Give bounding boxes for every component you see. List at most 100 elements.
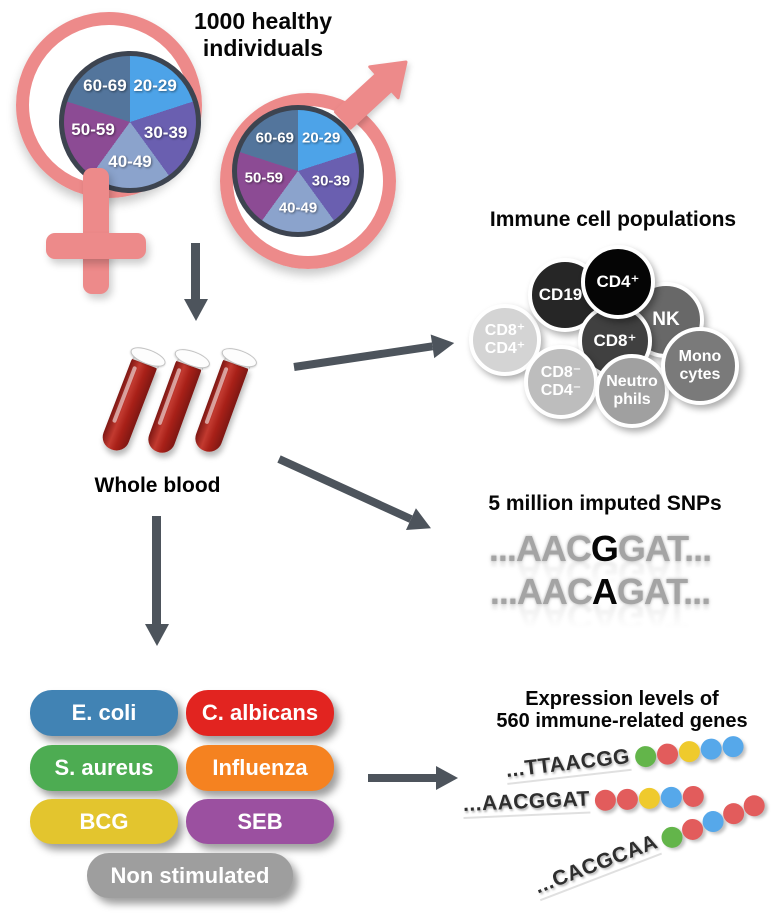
- arrow-head: [184, 299, 208, 321]
- gene-sequence-text: ...CACGCAA: [531, 830, 662, 902]
- age-label-60-69: 60-69: [83, 76, 127, 96]
- cell-label-line1: Mono: [678, 348, 722, 365]
- stimulus-label: Influenza: [212, 755, 308, 780]
- arrow-blood-to-cells-icon: [292, 330, 456, 380]
- gene-sequence-text: ...AACGGAT: [462, 787, 591, 819]
- cohort-title: 1000 healthy individuals: [163, 8, 363, 62]
- expression-dot: [660, 785, 683, 808]
- arrow-blood-to-stimuli-icon: [144, 516, 170, 646]
- stimulus-bcg: BCG: [30, 799, 178, 844]
- snp-sequence-alternate: ...AACAGAT... ...AACAGAT...: [440, 571, 760, 637]
- gene-row-2: ...AACGGAT: [462, 782, 705, 819]
- sequence-prefix-dots: ...: [489, 571, 518, 612]
- stimulus-label: SEB: [237, 808, 283, 834]
- whole-blood-label: Whole blood: [94, 474, 221, 497]
- cell-label-line2: CD4⁻: [540, 382, 582, 399]
- arrow-blood-to-snps-icon: [274, 447, 437, 540]
- stimulus-label: S. aureus: [54, 755, 154, 780]
- cell-cd4pos: CD4⁺: [581, 245, 655, 319]
- immune-populations-title: Immune cell populations: [489, 208, 737, 231]
- snp-variant-letter: A: [591, 571, 618, 612]
- expression-dot: [655, 742, 679, 766]
- cell-label-line2: phils: [613, 391, 651, 408]
- snp-sequence-text: ...AACGGAT...: [440, 528, 760, 570]
- cell-label-line1: CD4⁺: [596, 272, 640, 291]
- cell-label-line1: CD8⁺: [484, 322, 526, 339]
- arrow-shaft: [368, 774, 436, 782]
- cell-label-line1: CD8⁻: [540, 364, 582, 381]
- arrow-shaft: [152, 516, 162, 624]
- cohort-title-line1: 1000 healthy: [193, 8, 333, 34]
- cell-label-line1: CD19⁺: [538, 285, 592, 304]
- age-label-30-39: 30-39: [143, 122, 188, 142]
- cohort-title-line2: individuals: [202, 35, 324, 61]
- sequence-suffix-dots: ...: [684, 528, 712, 569]
- expression-dot: [721, 734, 745, 758]
- cell-label-line1: NK: [652, 309, 680, 330]
- female-symbol-stem: [83, 168, 109, 294]
- age-label-30-39: 30-39: [311, 172, 351, 190]
- female-age-pie-chart: 20-29 30-39 40-49 50-59 60-69: [59, 51, 201, 193]
- age-label-20-29: 20-29: [133, 76, 177, 96]
- expression-dot: [682, 784, 705, 807]
- sequence-prefix-dots: ...: [488, 528, 517, 569]
- age-label-50-59: 50-59: [71, 119, 115, 139]
- expression-title-line1: Expression levels of: [525, 688, 719, 710]
- stimulus-non-stimulated: Non stimulated: [87, 853, 293, 898]
- male-symbol-arrow: [334, 60, 408, 130]
- age-label-40-49: 40-49: [278, 199, 318, 217]
- sequence-after: GAT: [616, 571, 684, 612]
- age-label-60-69: 60-69: [255, 129, 294, 147]
- arrow-shaft: [293, 342, 434, 371]
- snp-variant-letter: G: [590, 528, 619, 569]
- cell-cd8neg-cd4neg: CD8⁻ CD4⁻: [524, 345, 598, 419]
- stimulus-label: BCG: [79, 808, 129, 834]
- sequence-before: AAC: [516, 571, 593, 612]
- stimulus-label: Non stimulated: [110, 862, 270, 888]
- female-symbol-crossbar: [46, 233, 146, 259]
- cell-label-line1: CD8⁺: [593, 331, 637, 350]
- stimulus-influenza: Influenza: [186, 745, 334, 791]
- stimulus-label: E. coli: [71, 700, 137, 725]
- expression-dot: [638, 786, 661, 809]
- snps-title: 5 million imputed SNPs: [488, 492, 722, 515]
- cell-label-line1: Neutro: [606, 373, 658, 390]
- arrow-shaft: [277, 455, 413, 523]
- expression-dot: [633, 744, 657, 768]
- arrow-head: [430, 331, 456, 359]
- arrow-shaft: [191, 243, 201, 299]
- arrow-head: [145, 624, 169, 646]
- gene-sequence-text: ...TTAACGG: [504, 744, 632, 785]
- expression-dot: [699, 737, 723, 761]
- cell-label-line2: cytes: [679, 366, 721, 383]
- arrow-cohort-to-blood-icon: [183, 243, 209, 321]
- stimulus-saureus: S. aureus: [30, 745, 178, 791]
- age-label-50-59: 50-59: [244, 169, 284, 187]
- female-symbol-circle: 20-29 30-39 40-49 50-59 60-69: [16, 12, 202, 198]
- stimulus-calbicans: C. albicans: [186, 690, 334, 736]
- snp-sequence-text: ...AACAGAT...: [440, 571, 760, 613]
- expression-dot: [677, 739, 701, 763]
- arrow-stimuli-to-expression-icon: [368, 765, 458, 791]
- stimulus-seb: SEB: [186, 799, 334, 844]
- sequence-suffix-dots: ...: [683, 571, 711, 612]
- expression-dot: [616, 787, 639, 810]
- sequence-after: GAT: [617, 528, 685, 569]
- expression-title: Expression levels of 560 immune-related …: [467, 688, 771, 732]
- gene-row-1: ...TTAACGG: [504, 732, 745, 785]
- sequence-before: AAC: [515, 528, 592, 569]
- stimulus-label: C. albicans: [201, 700, 319, 725]
- expression-dot: [594, 788, 617, 811]
- arrow-head: [405, 508, 436, 540]
- age-label-20-29: 20-29: [301, 129, 341, 147]
- cell-monocytes: Mono cytes: [661, 327, 739, 405]
- arrow-head: [436, 766, 458, 790]
- stimulus-ecoli: E. coli: [30, 690, 178, 736]
- male-age-pie-chart: 20-29 30-39 40-49 50-59 60-69: [232, 105, 364, 237]
- snp-sequence-reference: ...AACGGAT... ...AACGGAT...: [440, 528, 760, 594]
- cell-label-line2: CD4⁺: [484, 340, 526, 357]
- expression-title-line2: 560 immune-related genes: [496, 710, 748, 732]
- age-label-40-49: 40-49: [108, 151, 152, 171]
- cell-neutrophils: Neutro phils: [595, 354, 669, 428]
